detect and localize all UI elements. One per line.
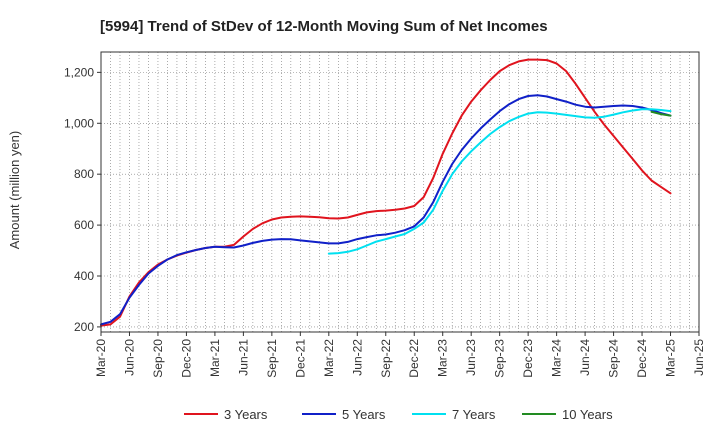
- x-tick-label: Jun-22: [350, 339, 364, 376]
- legend-label-10-years: 10 Years: [562, 407, 613, 422]
- x-tick-label: Dec-20: [179, 339, 193, 378]
- x-tick-label: Jun-20: [122, 339, 136, 376]
- x-tick-label: Dec-22: [407, 339, 421, 378]
- plot-area: [101, 52, 699, 332]
- x-tick-label: Jun-24: [578, 339, 592, 376]
- series-line-10-years: [650, 110, 672, 117]
- x-tick-label: Dec-23: [521, 339, 535, 378]
- y-tick-label: 1,000: [64, 116, 94, 130]
- x-tick-label: Mar-21: [208, 339, 222, 377]
- x-tick-label: Sep-21: [265, 339, 279, 378]
- x-ticks: Mar-20 Jun-20 Sep-20 Dec-20 Mar-21 Jun-21 Sep-…: [94, 332, 706, 378]
- x-tick-label: Mar-20: [94, 339, 108, 377]
- y-tick-label: 1,200: [64, 65, 94, 79]
- x-tick-label: Mar-22: [322, 339, 336, 377]
- x-tick-label: Mar-24: [550, 339, 564, 377]
- plot-frame: [100, 51, 700, 333]
- x-tick-label: Dec-24: [635, 339, 649, 378]
- legend-label-5-years: 5 Years: [342, 407, 386, 422]
- x-tick-label: Dec-21: [293, 339, 307, 378]
- x-tick-label: Jun-25: [692, 339, 706, 376]
- y-tick-label: 600: [74, 218, 94, 232]
- y-tick-label: 200: [74, 320, 94, 334]
- x-tick-label: Sep-20: [151, 339, 165, 378]
- y-tick-label: 400: [74, 269, 94, 283]
- legend-label-3-years: 3 Years: [224, 407, 268, 422]
- legend: 3 Years 5 Years 7 Years 10 Years: [184, 407, 613, 422]
- series-line-7-years: [327, 108, 672, 255]
- grid: [101, 52, 699, 332]
- x-tick-label: Sep-24: [607, 339, 621, 378]
- x-tick-label: Mar-23: [436, 339, 450, 377]
- x-tick-label: Sep-23: [493, 339, 507, 378]
- legend-label-7-years: 7 Years: [452, 407, 496, 422]
- x-tick-label: Sep-22: [379, 339, 393, 378]
- x-tick-label: Mar-25: [664, 339, 678, 377]
- chart-title: [5994] Trend of StDev of 12-Month Moving…: [100, 18, 548, 35]
- y-axis-label: Amount (million yen): [7, 131, 22, 250]
- x-tick-label: Jun-23: [464, 339, 478, 376]
- y-ticks: 200 400 600 800 1,000 1,200: [64, 65, 101, 334]
- series-layer: [100, 58, 672, 327]
- x-tick-label: Jun-21: [236, 339, 250, 376]
- y-tick-label: 800: [74, 167, 94, 181]
- series-line-5-years: [100, 94, 672, 326]
